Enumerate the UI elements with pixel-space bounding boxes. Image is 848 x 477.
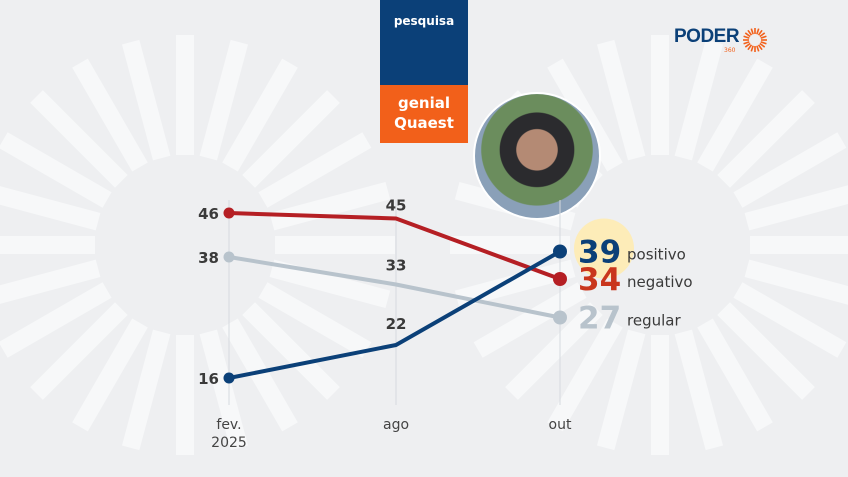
- sun-icon: [743, 28, 768, 52]
- politician-photo: [473, 92, 601, 220]
- background-ray: [242, 302, 340, 400]
- sun-ray: [743, 35, 750, 39]
- background-ray: [596, 329, 646, 451]
- background-ray: [674, 39, 724, 161]
- data-point: [553, 244, 567, 259]
- series-line-negativo: [228, 211, 561, 281]
- data-label: 45: [386, 197, 407, 215]
- background-ray: [242, 90, 340, 188]
- series-line-regular: [228, 255, 561, 320]
- background-ray: [0, 186, 101, 231]
- end-value-negativo: 34: [578, 262, 621, 298]
- background-ray: [30, 90, 128, 188]
- data-label: 33: [386, 257, 407, 275]
- highlight-circle: [574, 218, 634, 279]
- background-ray: [0, 282, 112, 358]
- background-ray: [744, 185, 848, 231]
- data-point: [223, 251, 235, 263]
- sun-ray: [750, 28, 754, 35]
- background-ray: [454, 259, 576, 309]
- background-ray: [258, 132, 372, 208]
- sun-ray: [759, 32, 766, 38]
- sun-ray: [757, 29, 763, 36]
- background-ray: [72, 58, 148, 172]
- sun-ray: [759, 42, 766, 48]
- background-ray: [697, 318, 773, 432]
- poll-badge: pesquisa genial Quaest: [380, 0, 468, 143]
- sun-ray: [760, 35, 767, 39]
- background-ray: [0, 259, 101, 304]
- data-point: [553, 310, 567, 325]
- background-ray: [596, 39, 646, 161]
- background-ray: [222, 58, 298, 172]
- background-ray: [0, 132, 112, 208]
- data-point: [223, 207, 235, 219]
- background-ray: [121, 39, 171, 161]
- pollster-line2: Quaest: [394, 114, 454, 132]
- pollster-logo: genial Quaest: [380, 85, 468, 143]
- end-value-positivo: 39: [578, 235, 621, 271]
- badge-label: pesquisa: [380, 0, 468, 85]
- sun-ray: [750, 45, 754, 52]
- data-point: [223, 372, 235, 384]
- legend-regular: regular: [627, 312, 681, 330]
- background-ray: [72, 318, 148, 432]
- series-line-positivo: [228, 249, 561, 380]
- background-ray: [697, 58, 773, 172]
- background-ray: [199, 39, 249, 161]
- x-tick-label: fev.: [216, 417, 241, 433]
- logo-sub: 360: [724, 47, 736, 54]
- x-tick-label: 2025: [211, 435, 247, 451]
- poder360-logo: PODER 360: [674, 26, 769, 54]
- sun-ray: [760, 41, 767, 45]
- background-ray: [473, 282, 587, 358]
- background-ray: [547, 318, 623, 432]
- sun-ray: [757, 44, 763, 51]
- background-ray: [744, 259, 848, 305]
- background-ray: [717, 90, 815, 188]
- data-label: 46: [198, 205, 219, 223]
- background-ray: [733, 282, 847, 358]
- sun-ray: [744, 42, 751, 48]
- sun-ray: [744, 32, 751, 38]
- data-label: 22: [386, 315, 407, 333]
- background-ray: [258, 282, 372, 358]
- x-tick-label: out: [549, 417, 572, 433]
- sun-ray: [747, 44, 753, 51]
- legend-positivo: positivo: [627, 246, 686, 264]
- background-ray: [717, 302, 815, 400]
- logo-text: PODER: [674, 26, 740, 47]
- legend-negativo: negativo: [627, 273, 693, 291]
- background-ray: [505, 302, 603, 400]
- sun-ray: [743, 41, 750, 45]
- pollster-line1: genial: [398, 94, 450, 112]
- x-tick-label: ago: [383, 417, 409, 433]
- data-point: [553, 272, 567, 286]
- sun-ray: [747, 29, 753, 36]
- background-ray: [121, 329, 171, 451]
- sun-ray: [756, 28, 760, 35]
- background-ray: [733, 132, 847, 208]
- data-label: 16: [198, 370, 219, 388]
- background-ray: [30, 302, 128, 400]
- data-label: 38: [198, 249, 219, 267]
- end-value-regular: 27: [578, 301, 621, 337]
- background-ray: [269, 259, 391, 309]
- background-ray: [674, 329, 724, 451]
- background-ray: [199, 329, 249, 451]
- background-ray: [222, 318, 298, 432]
- sun-ray: [756, 45, 760, 52]
